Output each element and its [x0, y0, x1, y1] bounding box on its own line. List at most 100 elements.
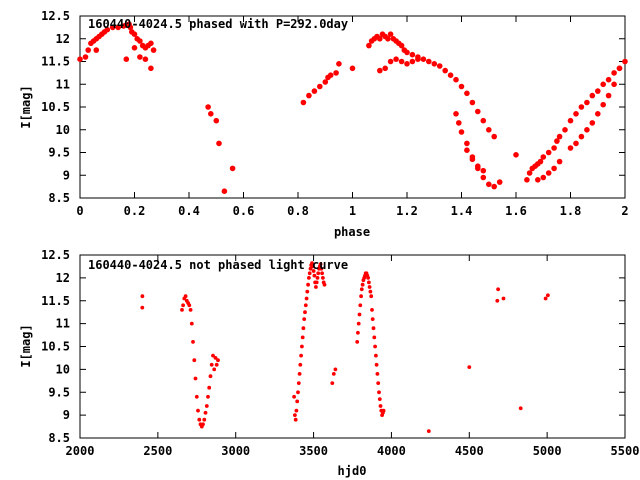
data-point	[310, 261, 314, 266]
data-point	[204, 404, 209, 408]
data-point	[360, 282, 365, 287]
data-point	[293, 417, 298, 422]
data-point	[131, 45, 138, 51]
data-point	[296, 390, 300, 395]
data-point	[496, 287, 500, 292]
data-point	[375, 372, 380, 376]
y-tick-label: 11.5	[41, 55, 70, 69]
data-point	[214, 362, 219, 367]
data-point	[374, 362, 379, 367]
data-point	[333, 367, 338, 372]
data-point	[310, 264, 315, 269]
data-point	[140, 294, 145, 299]
data-point	[336, 61, 342, 67]
data-point	[453, 111, 459, 117]
data-point	[194, 394, 199, 399]
data-point	[589, 120, 596, 126]
data-point	[573, 140, 579, 147]
data-point	[196, 408, 200, 413]
data-point	[480, 117, 487, 124]
data-point	[495, 298, 500, 303]
data-point	[447, 72, 454, 78]
data-point	[491, 183, 498, 190]
data-point	[458, 129, 465, 135]
y-tick-label: 12	[56, 32, 70, 46]
x-tick-label: 0	[76, 204, 83, 218]
x-tick-label: 5000	[533, 444, 562, 458]
data-point	[85, 47, 91, 53]
x-tick-label: 0.6	[233, 204, 255, 218]
data-point	[622, 58, 628, 65]
data-point	[322, 79, 329, 85]
data-point	[567, 145, 574, 151]
data-point	[518, 406, 523, 411]
data-point	[370, 308, 374, 312]
x-tick-label: 1	[349, 204, 356, 218]
y-axis-label: I[mag]	[19, 324, 33, 367]
data-point	[208, 374, 213, 379]
x-tick-label: 3500	[299, 444, 328, 458]
data-point	[330, 381, 335, 385]
data-point	[469, 156, 476, 163]
data-point	[189, 321, 194, 326]
x-axis-label: hjd0	[338, 464, 367, 478]
data-point	[372, 335, 377, 340]
x-tick-label: 1.2	[396, 204, 418, 218]
data-point	[370, 317, 375, 321]
data-point	[193, 376, 198, 381]
data-point	[442, 67, 449, 74]
data-point	[209, 362, 214, 367]
data-point	[207, 385, 212, 390]
chart-title: 160440-4024.5 not phased light curve	[88, 258, 348, 272]
y-tick-label: 9.5	[48, 146, 70, 160]
data-point	[545, 149, 552, 156]
data-point	[535, 177, 541, 183]
x-axis-label: phase	[334, 225, 370, 239]
data-point	[319, 266, 324, 271]
data-point	[115, 24, 121, 31]
x-tick-label: 0.4	[178, 204, 200, 218]
data-point	[475, 163, 481, 169]
x-tick-label: 4500	[455, 444, 484, 458]
data-point	[331, 372, 336, 376]
data-point	[453, 76, 459, 83]
data-point	[551, 145, 557, 151]
data-point	[377, 36, 383, 42]
data-point	[137, 54, 143, 60]
data-point	[554, 138, 560, 144]
y-tick-label: 8.5	[48, 431, 70, 445]
data-point	[420, 56, 427, 62]
data-point	[356, 321, 361, 326]
data-point	[415, 56, 421, 62]
data-point	[366, 42, 372, 49]
data-point	[301, 326, 306, 331]
data-point	[212, 367, 217, 372]
data-point	[359, 294, 363, 299]
data-point	[589, 92, 596, 99]
plot-frame	[79, 15, 626, 199]
data-point	[480, 174, 487, 181]
data-point	[426, 429, 431, 433]
data-point	[208, 111, 214, 117]
data-point	[109, 24, 116, 31]
data-point	[131, 31, 138, 37]
data-point	[475, 108, 481, 115]
data-point	[183, 294, 188, 299]
data-point	[322, 282, 327, 287]
data-point	[456, 120, 462, 126]
data-point	[404, 61, 410, 67]
data-point	[486, 127, 492, 133]
data-point	[426, 58, 432, 65]
data-point	[458, 83, 465, 90]
data-point	[464, 147, 470, 153]
data-point	[377, 397, 382, 401]
data-point	[296, 381, 301, 385]
data-point	[206, 394, 210, 399]
data-point	[140, 305, 145, 310]
data-point	[192, 358, 197, 363]
x-tick-label: 3000	[221, 444, 250, 458]
data-point	[298, 362, 303, 367]
data-points	[140, 261, 550, 433]
y-tick-label: 10.5	[41, 340, 70, 354]
